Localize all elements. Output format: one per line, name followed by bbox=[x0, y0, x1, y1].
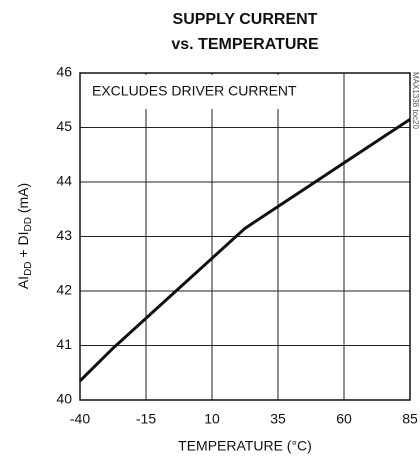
x-tick-label: 35 bbox=[270, 411, 286, 427]
x-tick-label: 10 bbox=[204, 411, 220, 427]
y-tick-label: 43 bbox=[56, 227, 72, 243]
y-tick-label: 41 bbox=[56, 336, 72, 352]
x-tick-label: 60 bbox=[336, 411, 352, 427]
y-axis-label-part: DD bbox=[23, 261, 34, 275]
y-tick-label: 45 bbox=[56, 118, 72, 134]
data-line bbox=[78, 118, 411, 382]
y-axis-label-part: AI bbox=[15, 276, 31, 289]
annotation-box bbox=[82, 75, 294, 109]
x-tick-label: -15 bbox=[136, 411, 156, 427]
y-tick-label: 42 bbox=[56, 282, 72, 298]
y-axis-label-part: (mA) bbox=[15, 183, 31, 217]
y-tick-label: 44 bbox=[56, 173, 72, 189]
chart-title: SUPPLY CURRENT bbox=[173, 11, 318, 28]
annotation: EXCLUDES DRIVER CURRENT bbox=[92, 83, 297, 99]
y-tick-label: 46 bbox=[56, 64, 72, 80]
x-tick-label: 85 bbox=[402, 411, 418, 427]
plot-frame bbox=[79, 72, 411, 401]
y-tick-label: 40 bbox=[56, 391, 72, 407]
y-axis-label: AIDD + DIDD (mA) bbox=[15, 183, 34, 289]
watermark: MAX1338 toc20 bbox=[411, 72, 420, 129]
y-axis-label-part: DD bbox=[23, 217, 34, 231]
x-axis-label: TEMPERATURE (°C) bbox=[178, 438, 312, 454]
y-axis-label-part: + DI bbox=[15, 232, 31, 262]
chart-subtitle: vs. TEMPERATURE bbox=[171, 36, 319, 53]
x-tick-label: -40 bbox=[70, 411, 90, 427]
